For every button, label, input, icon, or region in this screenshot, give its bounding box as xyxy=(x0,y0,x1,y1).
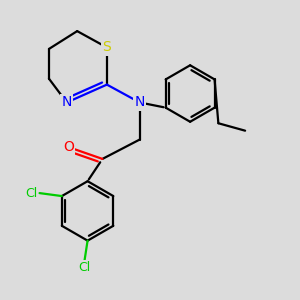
Text: Cl: Cl xyxy=(79,261,91,274)
Text: S: S xyxy=(103,40,111,55)
Text: Cl: Cl xyxy=(25,187,38,200)
Text: N: N xyxy=(61,95,72,110)
Text: N: N xyxy=(134,95,145,110)
Text: O: O xyxy=(63,140,74,154)
